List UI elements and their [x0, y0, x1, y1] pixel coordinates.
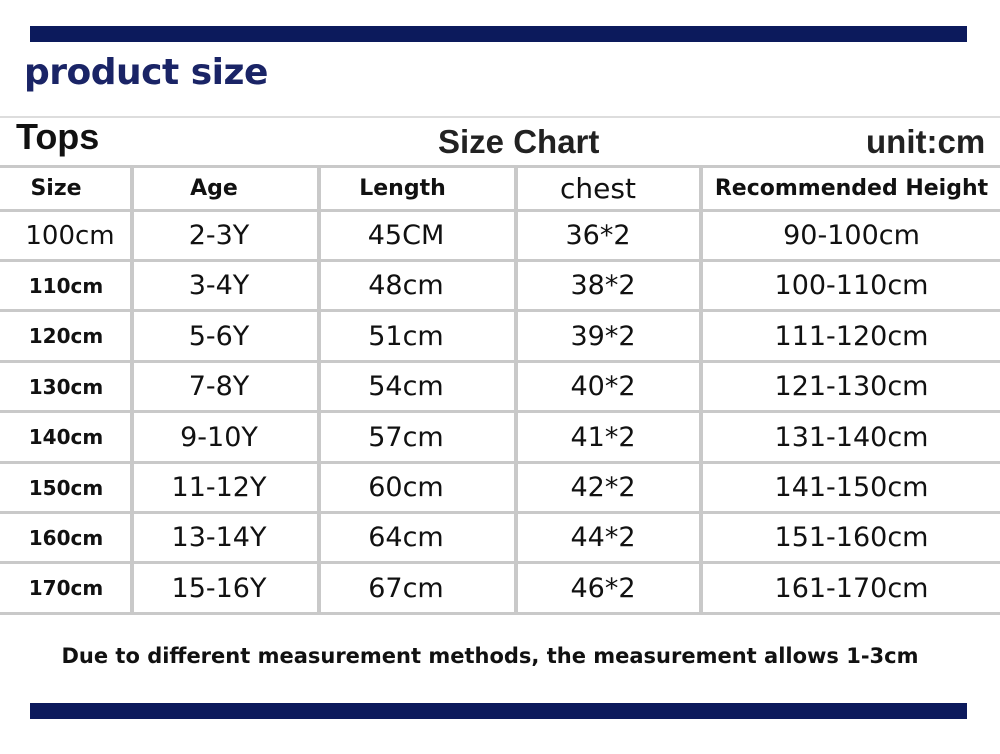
table-cell-length: 48cm: [368, 270, 444, 301]
table-cell-length: 60cm: [368, 472, 444, 503]
table-cell-size: 120cm: [28, 324, 104, 348]
table-cell-size: 160cm: [28, 525, 104, 550]
table-cell-size: 150cm: [28, 475, 104, 500]
table-column-line: [514, 165, 518, 615]
category-label: Tops: [16, 116, 100, 157]
table-line: [0, 360, 1000, 363]
table-cell-age: 2-3Y: [188, 220, 250, 251]
table-cell-size: 110cm: [28, 273, 104, 298]
table-line: [0, 309, 1000, 312]
table-line: [0, 511, 1000, 514]
table-cell-recommended-height: 100-110cm: [774, 270, 929, 301]
table-cell-recommended-height: 111-120cm: [774, 320, 929, 352]
column-header-size: Size: [30, 176, 82, 201]
table-cell-recommended-height: 141-150cm: [774, 472, 929, 503]
table-line: [0, 561, 1000, 564]
table-line: [0, 209, 1000, 212]
table-cell-chest: 42*2: [570, 472, 636, 503]
table-cell-length: 54cm: [368, 371, 444, 402]
page-heading: product size: [24, 52, 268, 93]
table-cell-length: 45CM: [367, 220, 445, 251]
size-chart-table: Size Age Length chest Recommended Height…: [0, 165, 1000, 615]
column-header-length: Length: [359, 176, 446, 201]
table-cell-age: 15-16Y: [171, 572, 267, 604]
table-cell-age: 13-14Y: [171, 522, 267, 553]
table-line: [0, 259, 1000, 262]
table-cell-age: 9-10Y: [180, 421, 258, 453]
column-header-recommended-height: Recommended Height: [714, 176, 989, 201]
column-header-age: Age: [190, 176, 238, 201]
column-header-chest: chest: [560, 172, 636, 205]
table-line: [0, 461, 1000, 464]
top-accent-bar: [30, 26, 967, 42]
table-cell-chest: 38*2: [570, 270, 636, 301]
bottom-accent-bar: [30, 703, 967, 719]
table-cell-length: 67cm: [368, 572, 444, 604]
table-cell-age: 11-12Y: [171, 472, 267, 503]
table-cell-chest: 40*2: [570, 371, 636, 402]
table-cell-size: 170cm: [28, 576, 104, 600]
chart-title: Size Chart: [438, 123, 600, 160]
unit-label: unit:cm: [866, 123, 986, 160]
table-cell-length: 51cm: [368, 320, 444, 352]
table-cell-chest: 39*2: [570, 320, 636, 352]
table-cell-length: 64cm: [368, 522, 444, 553]
table-line: [0, 410, 1000, 413]
measurement-note: Due to different measurement methods, th…: [61, 644, 919, 668]
header-divider: [0, 116, 1000, 118]
table-cell-chest: 44*2: [570, 522, 636, 553]
table-cell-size: 130cm: [28, 374, 104, 399]
table-cell-chest: 36*2: [565, 220, 631, 251]
table-cell-age: 3-4Y: [188, 270, 250, 301]
table-cell-recommended-height: 151-160cm: [774, 522, 929, 553]
table-line: [0, 165, 1000, 168]
table-cell-recommended-height: 161-170cm: [774, 572, 929, 604]
table-line: [0, 612, 1000, 615]
table-cell-size: 140cm: [28, 425, 104, 449]
table-cell-size: 100cm: [25, 220, 115, 251]
table-cell-recommended-height: 121-130cm: [774, 371, 929, 402]
table-cell-chest: 41*2: [570, 421, 636, 453]
table-column-line: [317, 165, 321, 615]
table-cell-length: 57cm: [368, 421, 444, 453]
table-cell-age: 5-6Y: [188, 320, 250, 352]
table-cell-recommended-height: 131-140cm: [774, 421, 929, 453]
table-cell-chest: 46*2: [570, 572, 636, 604]
table-column-line: [699, 165, 703, 615]
table-column-line: [130, 165, 134, 615]
table-cell-recommended-height: 90-100cm: [783, 220, 920, 251]
table-cell-age: 7-8Y: [188, 371, 250, 402]
